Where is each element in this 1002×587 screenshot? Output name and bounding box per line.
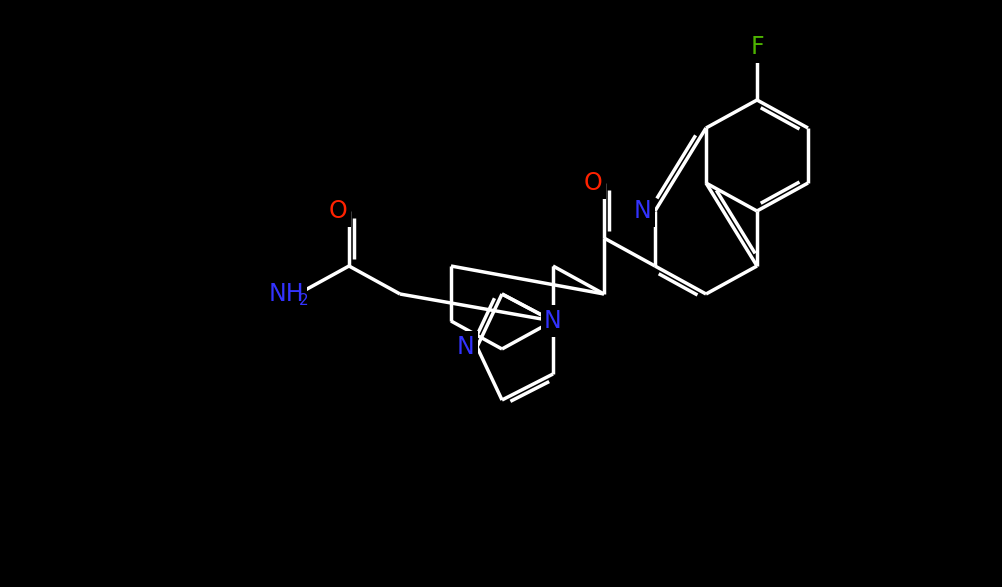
- Text: N: N: [543, 309, 561, 333]
- Text: N: N: [457, 335, 474, 359]
- Text: NH: NH: [268, 282, 304, 306]
- Text: O: O: [583, 171, 602, 195]
- Text: O: O: [329, 199, 347, 223]
- Text: 2: 2: [299, 292, 309, 308]
- Text: NH: NH: [268, 282, 304, 306]
- Text: F: F: [749, 35, 764, 59]
- Text: N: N: [633, 199, 651, 223]
